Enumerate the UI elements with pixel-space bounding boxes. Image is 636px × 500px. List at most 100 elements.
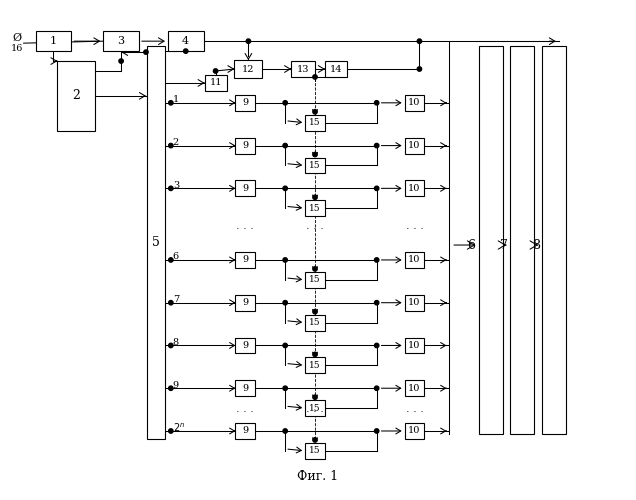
Circle shape xyxy=(313,195,317,200)
Text: 12: 12 xyxy=(242,64,254,74)
Circle shape xyxy=(283,429,287,433)
FancyBboxPatch shape xyxy=(57,61,95,130)
Text: 15: 15 xyxy=(309,118,321,127)
Text: 9: 9 xyxy=(242,341,249,350)
Text: 8: 8 xyxy=(532,238,540,252)
Circle shape xyxy=(283,258,287,262)
Text: 10: 10 xyxy=(408,184,420,193)
Text: 15: 15 xyxy=(309,361,321,370)
FancyBboxPatch shape xyxy=(235,95,255,111)
FancyBboxPatch shape xyxy=(103,31,139,51)
Circle shape xyxy=(375,344,379,347)
Circle shape xyxy=(375,144,379,148)
FancyBboxPatch shape xyxy=(36,31,71,51)
Circle shape xyxy=(375,258,379,262)
FancyBboxPatch shape xyxy=(404,138,424,154)
Text: · · ·: · · · xyxy=(237,224,254,234)
Text: · · ·: · · · xyxy=(237,407,254,417)
Text: · · ·: · · · xyxy=(406,224,424,234)
Circle shape xyxy=(417,67,422,71)
Text: 1: 1 xyxy=(173,96,179,104)
Circle shape xyxy=(283,344,287,347)
FancyBboxPatch shape xyxy=(235,138,255,154)
FancyBboxPatch shape xyxy=(510,46,534,434)
Circle shape xyxy=(246,39,251,44)
FancyBboxPatch shape xyxy=(235,423,255,439)
Text: Фиг. 1: Фиг. 1 xyxy=(298,470,338,483)
Circle shape xyxy=(417,39,422,44)
FancyBboxPatch shape xyxy=(235,252,255,268)
Text: 6: 6 xyxy=(173,252,179,262)
Text: 7: 7 xyxy=(500,238,508,252)
Text: 5: 5 xyxy=(152,236,160,249)
Text: 9: 9 xyxy=(242,98,249,108)
Circle shape xyxy=(283,186,287,190)
FancyBboxPatch shape xyxy=(404,380,424,396)
Text: 1: 1 xyxy=(50,36,57,46)
Circle shape xyxy=(313,395,317,400)
Text: 15: 15 xyxy=(309,318,321,327)
Text: 15: 15 xyxy=(309,446,321,456)
FancyBboxPatch shape xyxy=(542,46,565,434)
FancyBboxPatch shape xyxy=(305,314,325,330)
Circle shape xyxy=(169,386,173,390)
Circle shape xyxy=(283,144,287,148)
Text: 9: 9 xyxy=(242,256,249,264)
Text: 9: 9 xyxy=(242,298,249,307)
FancyBboxPatch shape xyxy=(235,180,255,196)
FancyBboxPatch shape xyxy=(305,443,325,459)
Text: 9: 9 xyxy=(242,426,249,436)
Text: 9: 9 xyxy=(242,184,249,193)
Text: · · ·: · · · xyxy=(406,407,424,417)
FancyBboxPatch shape xyxy=(305,158,325,174)
FancyBboxPatch shape xyxy=(404,180,424,196)
Text: Ø: Ø xyxy=(12,33,21,43)
FancyBboxPatch shape xyxy=(147,46,165,439)
Text: 16: 16 xyxy=(11,44,23,52)
Circle shape xyxy=(313,310,317,314)
FancyBboxPatch shape xyxy=(305,200,325,216)
FancyBboxPatch shape xyxy=(404,338,424,353)
Text: 11: 11 xyxy=(209,78,222,88)
Circle shape xyxy=(184,49,188,54)
Text: 10: 10 xyxy=(408,426,420,436)
FancyBboxPatch shape xyxy=(305,400,325,416)
Text: 10: 10 xyxy=(408,141,420,150)
Circle shape xyxy=(214,69,218,73)
FancyBboxPatch shape xyxy=(305,272,325,288)
FancyBboxPatch shape xyxy=(205,75,226,91)
Circle shape xyxy=(169,429,173,433)
Text: 10: 10 xyxy=(408,298,420,307)
Text: 6: 6 xyxy=(467,238,475,252)
Text: 15: 15 xyxy=(309,161,321,170)
Circle shape xyxy=(169,344,173,347)
FancyBboxPatch shape xyxy=(291,61,315,77)
FancyBboxPatch shape xyxy=(325,61,347,77)
FancyBboxPatch shape xyxy=(235,338,255,353)
Text: 4: 4 xyxy=(182,36,190,46)
Circle shape xyxy=(169,100,173,105)
FancyBboxPatch shape xyxy=(235,294,255,310)
Text: 9: 9 xyxy=(173,380,179,390)
Text: · · ·: · · · xyxy=(306,224,324,234)
Text: 9: 9 xyxy=(242,384,249,392)
Circle shape xyxy=(283,386,287,390)
Circle shape xyxy=(313,110,317,114)
Circle shape xyxy=(313,438,317,442)
Circle shape xyxy=(169,186,173,190)
Circle shape xyxy=(375,100,379,105)
Circle shape xyxy=(144,50,148,54)
Text: $2^n$: $2^n$ xyxy=(173,422,185,434)
Text: 14: 14 xyxy=(329,64,342,74)
Text: 10: 10 xyxy=(408,256,420,264)
Circle shape xyxy=(283,100,287,105)
Circle shape xyxy=(119,59,123,63)
Circle shape xyxy=(375,386,379,390)
Text: 7: 7 xyxy=(173,295,179,304)
Circle shape xyxy=(313,75,317,79)
Circle shape xyxy=(283,300,287,305)
FancyBboxPatch shape xyxy=(404,95,424,111)
Circle shape xyxy=(313,352,317,356)
Circle shape xyxy=(313,266,317,271)
FancyBboxPatch shape xyxy=(305,358,325,374)
